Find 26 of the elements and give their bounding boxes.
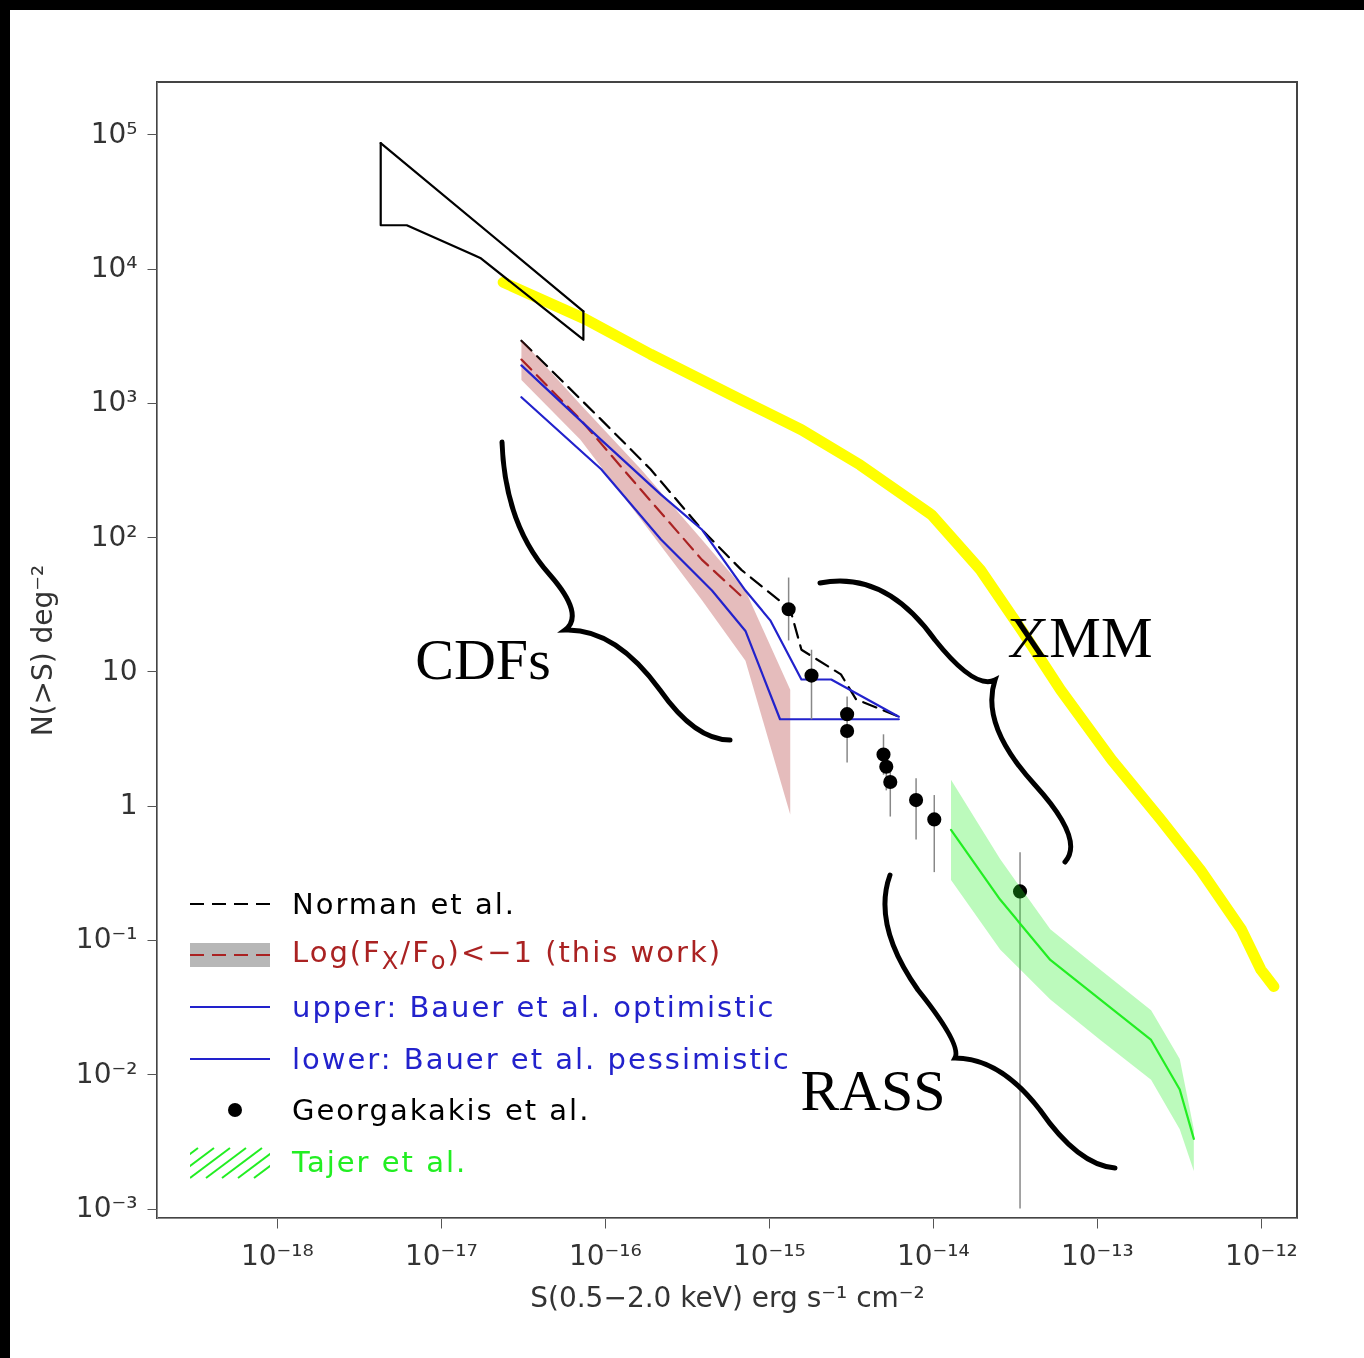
y-tick-label: 1 — [119, 788, 138, 822]
x-tick-label: 10⁻¹² — [1224, 1238, 1298, 1272]
y-tick-label: 10³ — [90, 385, 138, 419]
y-tick-label: 10⁵ — [90, 116, 138, 150]
x-axis-title: S(0.5−2.0 keV) erg s⁻¹ cm⁻² — [530, 1280, 925, 1314]
legend-label: Norman et al. — [292, 886, 516, 921]
y-tick-label: 10⁻² — [75, 1056, 138, 1090]
legend-label: lower: Bauer et al. pessimistic — [292, 1041, 791, 1076]
legend-label: upper: Bauer et al. optimistic — [292, 989, 776, 1024]
y-tick-label: 10⁴ — [90, 251, 138, 285]
x-tick-label: 10⁻¹⁷ — [404, 1238, 478, 1272]
x-tick-label: 10⁻¹⁵ — [732, 1238, 806, 1272]
y-tick-label: 10⁻³ — [75, 1191, 138, 1225]
x-tick-label: 10⁻¹⁶ — [568, 1238, 642, 1272]
x-tick-label: 10⁻¹⁴ — [896, 1238, 970, 1272]
y-tick-label: 10⁻¹ — [75, 922, 138, 956]
y-tick-label: 10 — [101, 653, 138, 687]
legend-label: Log(F$_{X}$/F$_{o}$)<−1 (this work) — [292, 935, 723, 976]
x-tick-label: 10⁻¹⁸ — [240, 1238, 314, 1272]
y-axis-title: N(>S) deg⁻² — [25, 564, 59, 737]
annotation: RASS — [800, 1058, 946, 1123]
legend-label: Georgakakis et al. — [292, 1093, 591, 1128]
y-tick-label: 10² — [90, 519, 138, 553]
x-tick-label: 10⁻¹³ — [1060, 1238, 1134, 1272]
annotation: CDFs — [415, 627, 551, 692]
legend-label: Tajer et al. — [292, 1144, 468, 1179]
